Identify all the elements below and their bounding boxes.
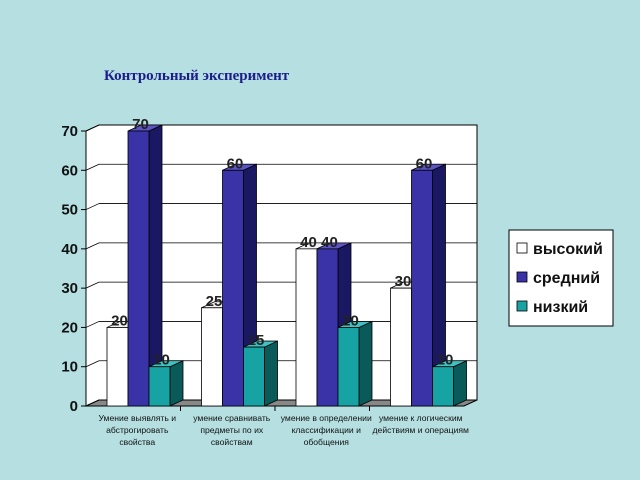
- data-label: 70: [132, 116, 149, 133]
- bar: [411, 169, 433, 407]
- bar-side: [264, 340, 278, 407]
- y-tick-label: 20: [61, 319, 78, 336]
- data-label: 60: [227, 155, 244, 172]
- bar: [127, 130, 150, 407]
- bar: [337, 327, 360, 407]
- legend-swatch: [516, 271, 528, 283]
- data-label: 60: [416, 155, 433, 172]
- x-category-label: Умение выявлять и: [98, 413, 176, 423]
- x-category-label: абстрогировать: [106, 425, 169, 435]
- y-tick-label: 50: [61, 202, 78, 219]
- gridline-side: [85, 203, 100, 210]
- x-category-label: обобщения: [304, 437, 350, 447]
- y-tick-label: 0: [70, 398, 78, 415]
- y-axis-ticks: 0 10 20 30 40 50 60 70: [61, 123, 86, 415]
- y-tick-label: 10: [61, 359, 78, 376]
- x-category-label: классификации и: [292, 425, 362, 435]
- bar: [148, 366, 171, 407]
- data-label: 15: [248, 332, 265, 349]
- bar: [432, 366, 454, 407]
- bar: [316, 248, 339, 407]
- bar-side: [358, 320, 373, 407]
- x-category-label: умение в определении: [281, 413, 372, 423]
- legend-swatch: [516, 242, 528, 254]
- legend-swatch: [516, 300, 528, 312]
- legend-label: низкий: [533, 299, 588, 316]
- gridline-side: [85, 281, 100, 289]
- x-category-label: предметы по их: [200, 425, 264, 435]
- data-label: 10: [153, 352, 170, 369]
- y-tick-label: 30: [61, 280, 78, 297]
- x-category-label: умение к логическим: [379, 413, 463, 423]
- gridline-side: [85, 242, 100, 250]
- gridline-side: [85, 124, 100, 132]
- data-label: 10: [437, 352, 454, 369]
- data-label: 40: [300, 234, 317, 251]
- bar: [295, 248, 318, 407]
- legend-label: высокий: [533, 241, 603, 258]
- x-category-label: свойствам: [211, 437, 253, 447]
- legend: высокий средний низкий: [508, 229, 614, 327]
- data-label: 25: [206, 293, 223, 310]
- bar: [390, 287, 412, 407]
- bars: [106, 124, 467, 407]
- category-labels: Умение выявлять и абстрогировать свойства у…: [98, 406, 469, 447]
- bar: [201, 307, 223, 407]
- gridline-side: [85, 321, 100, 328]
- x-category-label: умение сравнивать: [193, 413, 271, 423]
- bar: [222, 169, 244, 407]
- data-labels: 20 70 10 25 60 15 40 40 20 30 60 10: [111, 116, 453, 369]
- y-tick-label: 70: [61, 123, 78, 140]
- x-category-label: свойства: [119, 437, 155, 447]
- y-tick-label: 60: [61, 162, 78, 179]
- x-category-label: действиям и операциям: [373, 425, 469, 435]
- bar: [243, 346, 265, 407]
- bar-side: [453, 360, 467, 407]
- data-label: 30: [395, 273, 412, 290]
- legend-label: средний: [533, 270, 600, 287]
- bar-side: [169, 360, 184, 407]
- data-label: 20: [111, 312, 128, 329]
- gridline-side: [85, 163, 100, 171]
- gridline-side: [85, 360, 100, 368]
- y-tick-label: 40: [61, 241, 78, 258]
- data-label: 20: [342, 312, 359, 329]
- data-label: 40: [321, 234, 338, 251]
- chart-title: Контрольный эксперимент: [104, 68, 290, 84]
- bar: [106, 327, 129, 407]
